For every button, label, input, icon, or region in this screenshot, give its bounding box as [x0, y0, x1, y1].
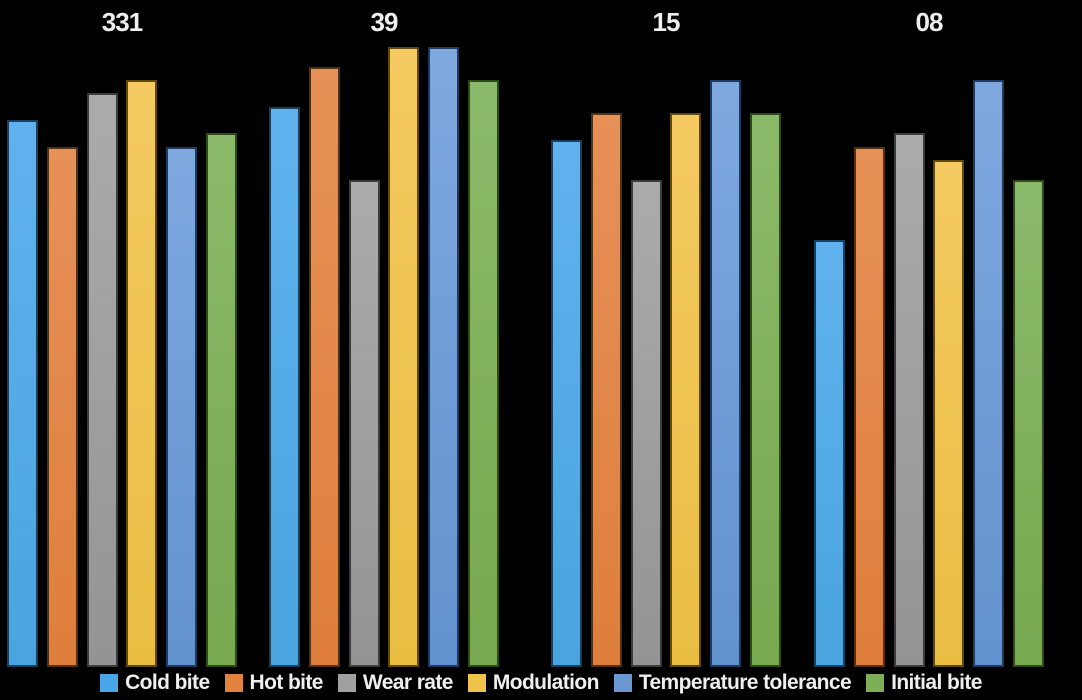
legend-label-wear-rate: Wear rate: [362, 671, 454, 694]
plot-area: [7, 0, 1044, 667]
bar-wear-rate-15: [630, 180, 662, 667]
legend-item-initial-bite: Initial bite: [866, 671, 982, 695]
legend-item-hot-bite: Hot bite: [224, 671, 324, 695]
bar-modulation-331: [126, 80, 158, 667]
bar-initial-bite-15: [749, 113, 781, 667]
bar-cold-bite-39: [269, 106, 300, 667]
bar-modulation-08: [933, 160, 965, 667]
bar-wear-rate-39: [348, 180, 380, 667]
legend-item-temperature-tolerance: Temperature tolerance: [613, 671, 852, 695]
bar-wear-rate-08: [893, 133, 925, 667]
bar-group-15: [551, 0, 781, 667]
category-label-15: 15: [652, 7, 681, 37]
bar-cold-bite-331: [7, 120, 38, 667]
bar-hot-bite-39: [308, 66, 340, 667]
bar-temperature-tolerance-331: [166, 146, 198, 667]
bar-wear-rate-331: [86, 93, 118, 667]
bar-modulation-39: [388, 46, 420, 667]
bar-initial-bite-39: [467, 80, 499, 667]
legend-label-temperature-tolerance: Temperature tolerance: [638, 671, 852, 694]
legend-swatch-initial-bite: [866, 674, 885, 692]
legend-swatch-hot-bite: [224, 674, 243, 692]
bar-cold-bite-08: [814, 240, 845, 667]
bar-group-08: [814, 0, 1044, 667]
bar-temperature-tolerance-08: [973, 80, 1005, 667]
legend-swatch-wear-rate: [337, 674, 356, 692]
bar-temperature-tolerance-15: [710, 80, 742, 667]
bar-group-39: [269, 0, 499, 667]
category-label-331: 331: [101, 7, 143, 37]
category-label-39: 39: [370, 7, 399, 37]
legend: Cold bite Hot bite Wear rate Modulation Temp…: [0, 668, 1082, 698]
legend-label-hot-bite: Hot bite: [249, 671, 324, 694]
bar-group-331: [7, 0, 237, 667]
legend-item-cold-bite: Cold bite: [100, 671, 210, 695]
bar-temperature-tolerance-39: [428, 46, 460, 667]
legend-label-cold-bite: Cold bite: [125, 671, 210, 694]
legend-item-modulation: Modulation: [467, 671, 600, 695]
legend-swatch-temperature-tolerance: [613, 674, 632, 692]
category-label-08: 08: [915, 7, 944, 37]
legend-label-modulation: Modulation: [492, 671, 600, 694]
legend-swatch-modulation: [467, 674, 486, 692]
bar-hot-bite-15: [590, 113, 622, 667]
bar-hot-bite-331: [46, 146, 78, 667]
bar-initial-bite-331: [205, 133, 237, 667]
legend-label-initial-bite: Initial bite: [891, 671, 982, 694]
bar-cold-bite-15: [551, 140, 582, 667]
bar-hot-bite-08: [853, 146, 885, 667]
legend-swatch-cold-bite: [100, 674, 119, 692]
bar-initial-bite-08: [1012, 180, 1044, 667]
legend-item-wear-rate: Wear rate: [337, 671, 454, 695]
bar-modulation-15: [670, 113, 702, 667]
